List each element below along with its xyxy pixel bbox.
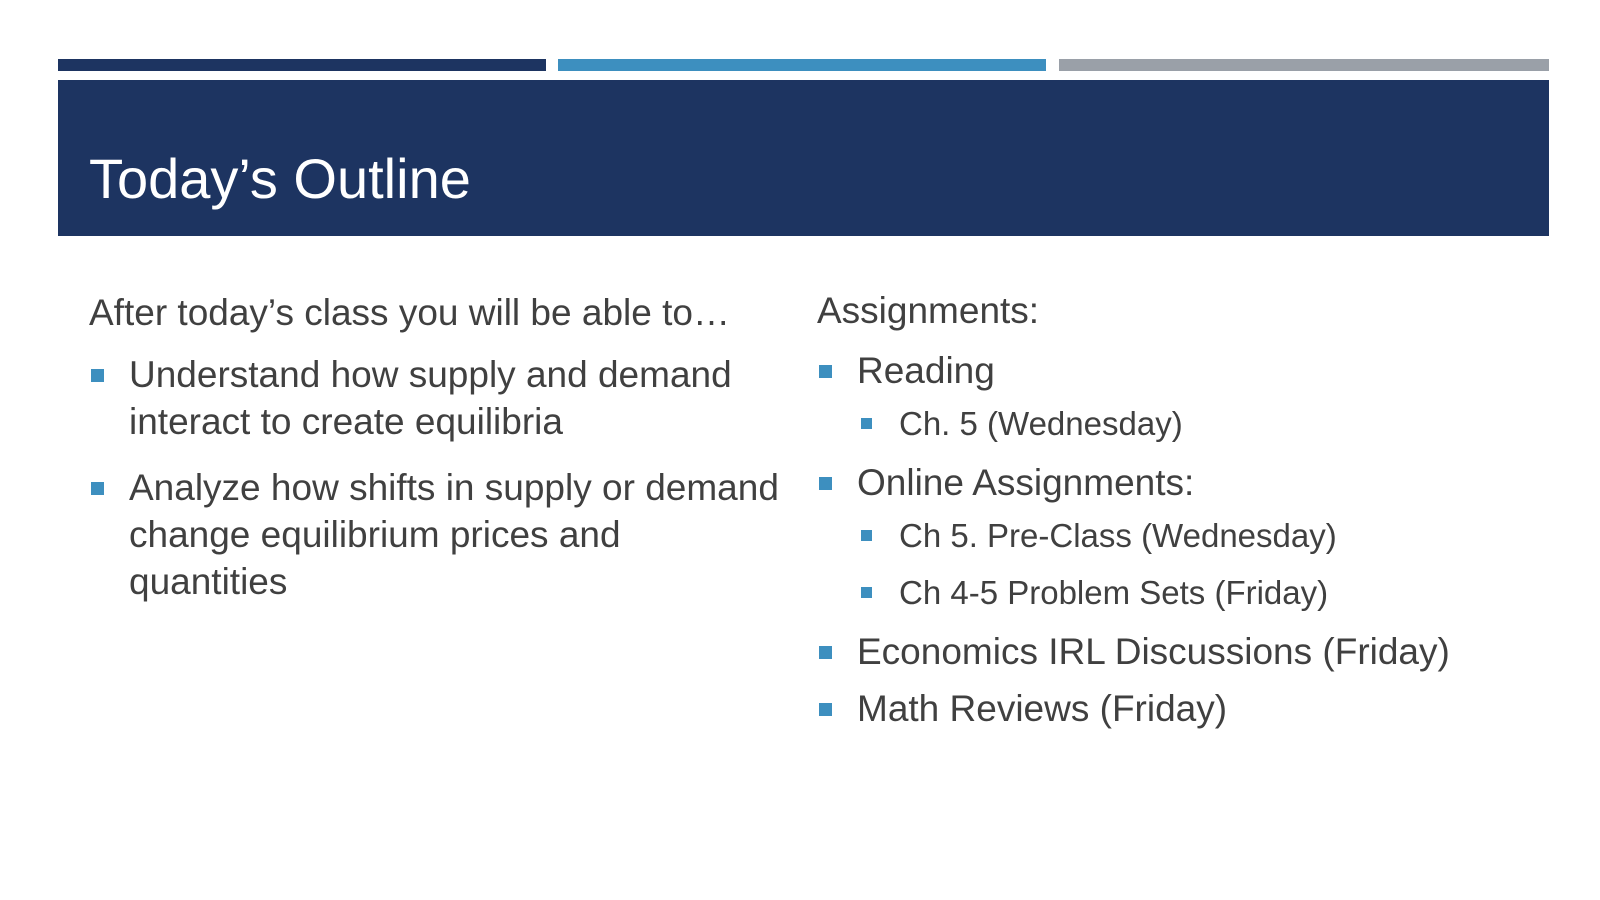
- assignment-item-reading: Reading Ch. 5 (Wednesday): [817, 348, 1557, 446]
- title-band: Today’s Outline: [58, 80, 1549, 236]
- assignment-item-irl: Economics IRL Discussions (Friday): [817, 629, 1557, 676]
- reading-sublist: Ch. 5 (Wednesday): [857, 403, 1557, 446]
- assignment-sub-text: Ch. 5 (Wednesday): [899, 405, 1183, 443]
- top-accent-bar-blue: [558, 59, 1046, 71]
- objective-item: Understand how supply and demand interac…: [89, 352, 789, 446]
- assignment-item-math: Math Reviews (Friday): [817, 686, 1557, 733]
- assignment-sub-item: Ch. 5 (Wednesday): [817, 403, 1557, 446]
- assignments-column: Assignments: Reading Ch. 5 (Wednesday) O…: [817, 288, 1557, 743]
- assignment-sub-item: Ch 5. Pre-Class (Wednesday): [817, 515, 1557, 558]
- assignment-sub-item: Ch 4-5 Problem Sets (Friday): [817, 572, 1557, 615]
- square-bullet-icon: [861, 530, 872, 542]
- objective-text: Analyze how shifts in supply or demand c…: [129, 467, 779, 603]
- assignment-sub-text: Ch 4-5 Problem Sets (Friday): [899, 574, 1329, 611]
- top-accent-bar-gray: [1059, 59, 1549, 71]
- assignment-label: Reading: [857, 350, 995, 392]
- objective-item: Analyze how shifts in supply or demand c…: [89, 465, 789, 606]
- assignment-sub-text: Ch 5. Pre-Class (Wednesday): [899, 517, 1337, 555]
- square-bullet-icon: [819, 645, 832, 659]
- slide-title: Today’s Outline: [89, 147, 471, 210]
- top-accent-bar-navy: [58, 59, 546, 71]
- objectives-intro: After today’s class you will be able to…: [89, 292, 730, 333]
- assignment-label: Math Reviews (Friday): [857, 687, 1228, 729]
- assignment-label: Economics IRL Discussions (Friday): [857, 630, 1450, 672]
- assignments-list: Reading Ch. 5 (Wednesday) Online Assignm…: [817, 348, 1557, 733]
- objectives-column: After today’s class you will be able to……: [89, 290, 789, 625]
- square-bullet-icon: [819, 365, 832, 379]
- square-bullet-icon: [861, 418, 872, 430]
- square-bullet-icon: [91, 482, 104, 496]
- square-bullet-icon: [819, 702, 832, 716]
- online-sublist: Ch 5. Pre-Class (Wednesday) Ch 4-5 Probl…: [857, 515, 1557, 615]
- assignments-intro: Assignments:: [817, 290, 1040, 331]
- square-bullet-icon: [91, 369, 104, 383]
- square-bullet-icon: [861, 587, 872, 598]
- objectives-list: Understand how supply and demand interac…: [89, 352, 789, 606]
- objective-text: Understand how supply and demand interac…: [129, 354, 732, 443]
- assignment-item-online: Online Assignments: Ch 5. Pre-Class (Wed…: [817, 460, 1557, 615]
- assignment-label: Online Assignments:: [857, 462, 1195, 504]
- square-bullet-icon: [819, 477, 832, 491]
